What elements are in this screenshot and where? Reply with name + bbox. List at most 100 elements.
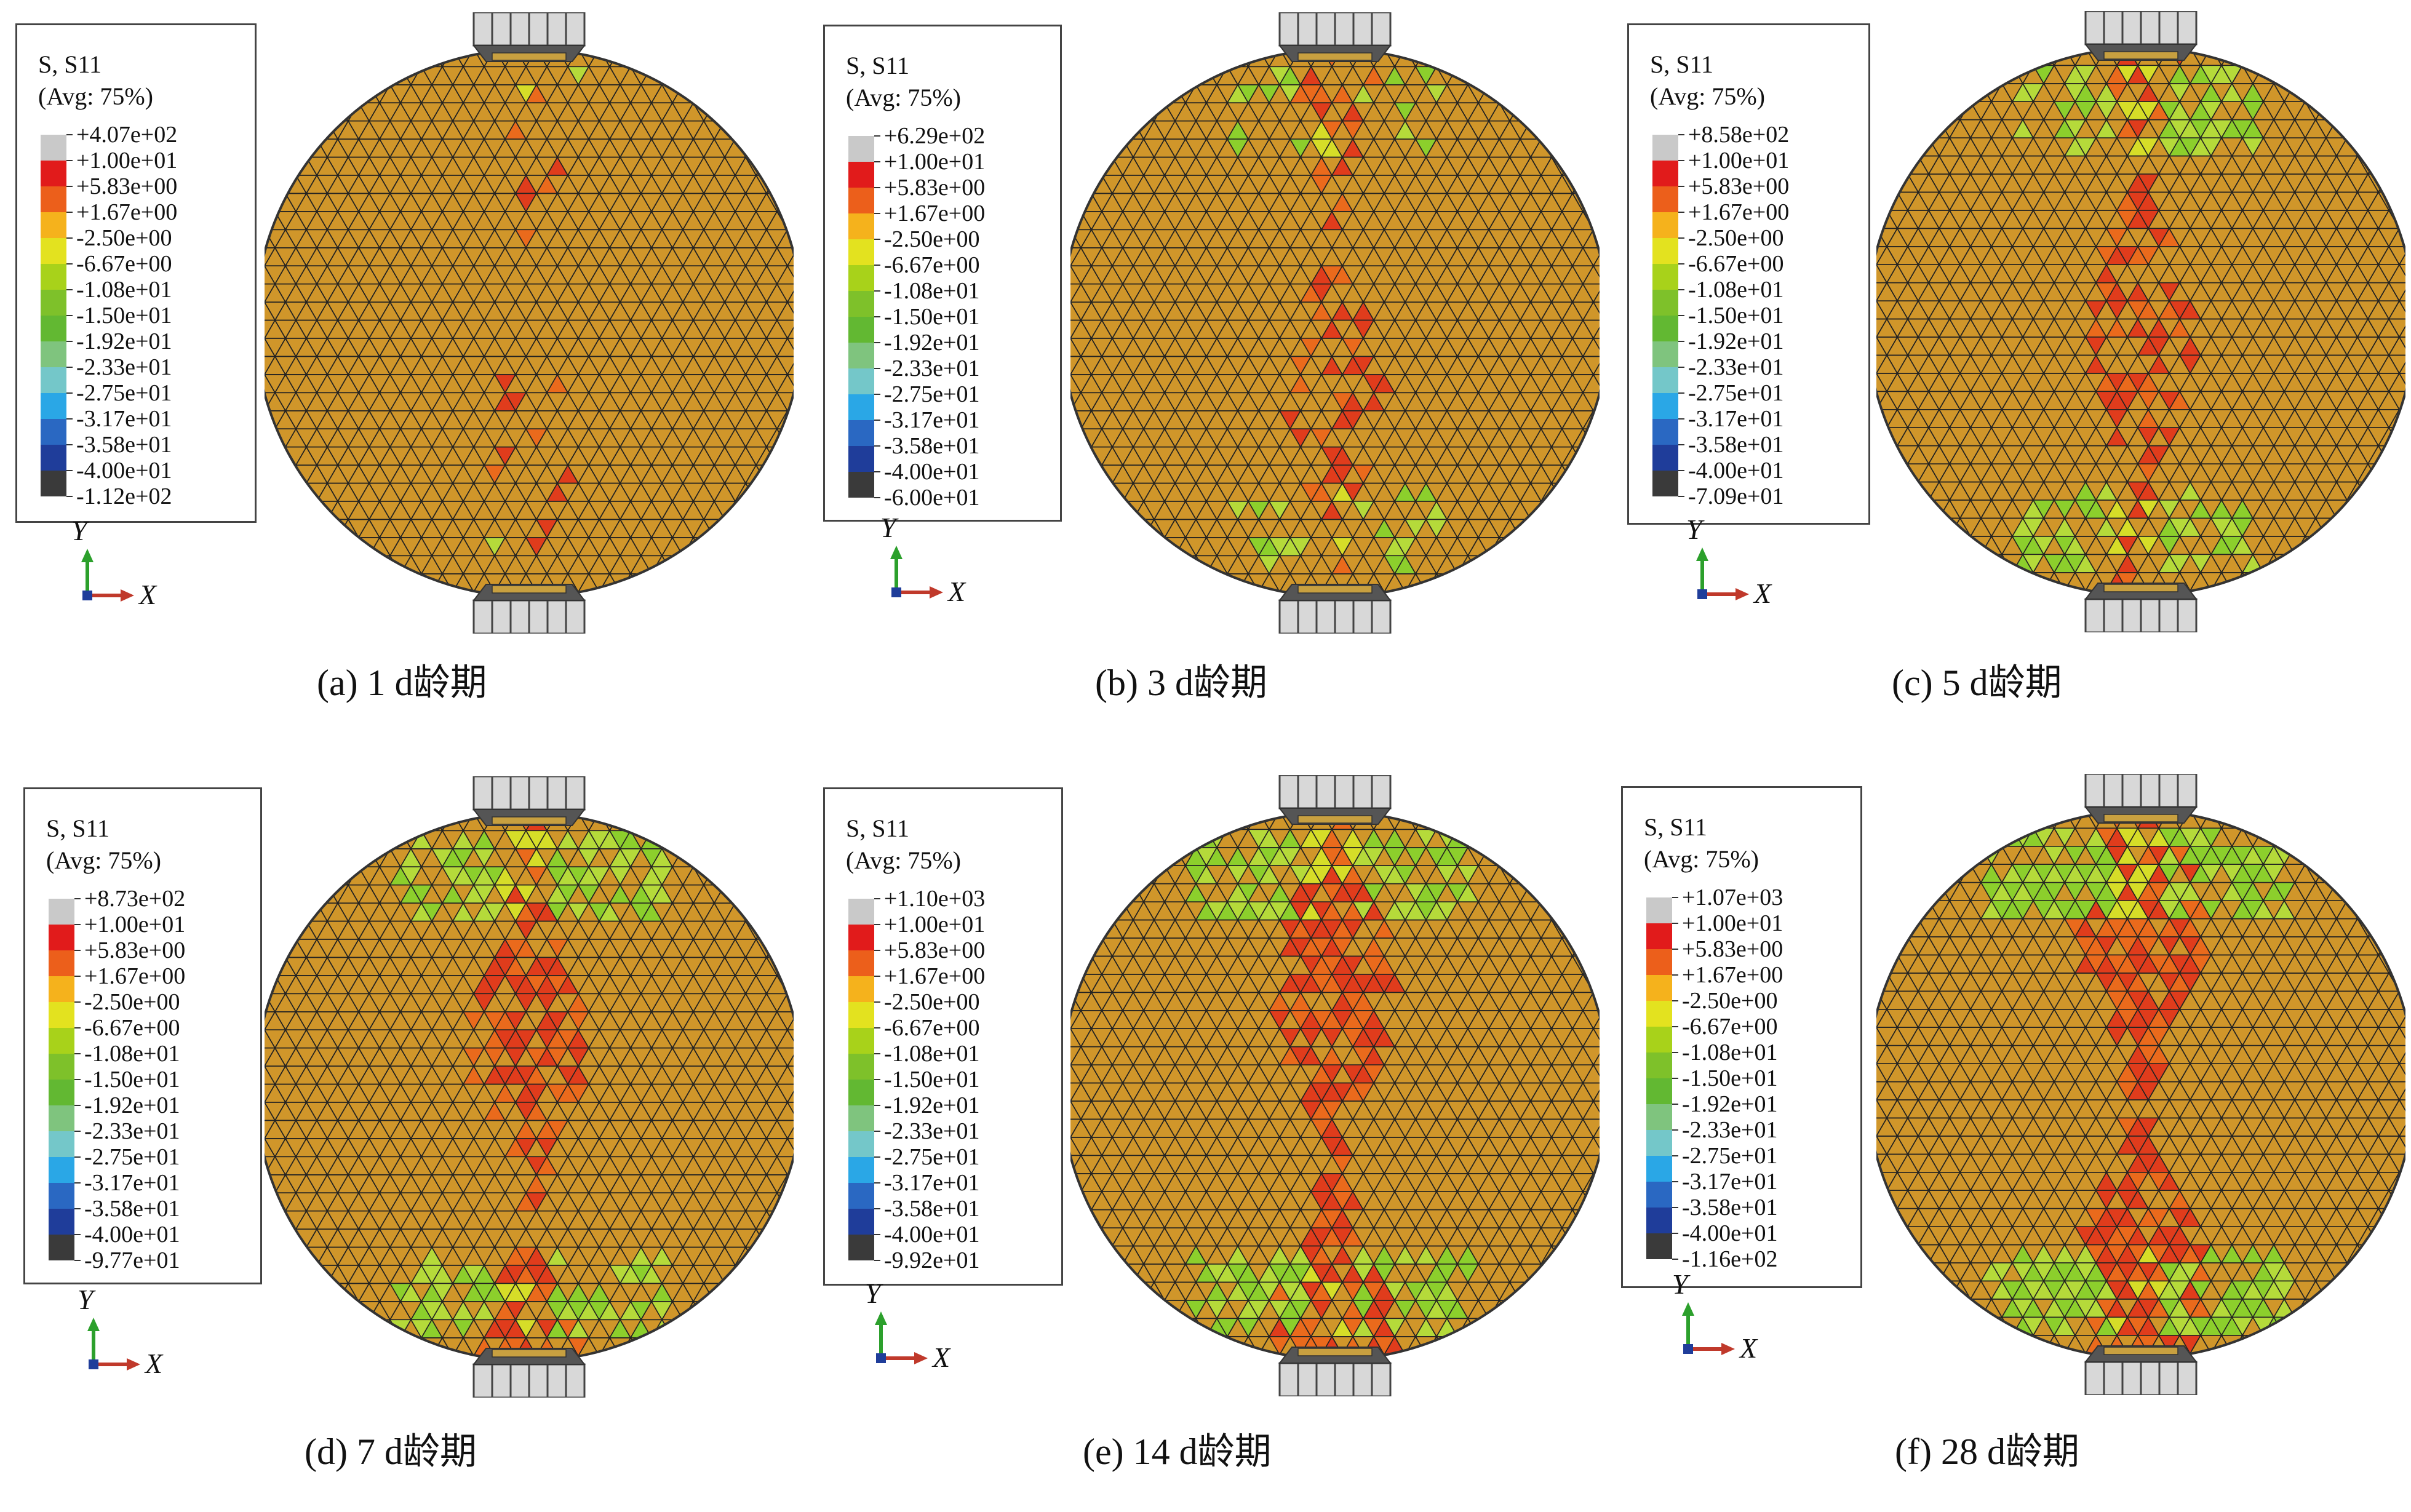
legend-value: -1.92e+01	[884, 1092, 979, 1119]
panel-a: S, S11(Avg: 75%)+4.07e+02+1.00e+01+5.83e…	[0, 0, 800, 749]
colorbar-tick	[66, 263, 73, 265]
disc-specimen	[1876, 774, 2405, 1395]
colorbar-swatch	[41, 186, 66, 212]
colorbar-tick	[874, 239, 880, 240]
top-loading-clamp	[474, 776, 584, 826]
colorbar-swatch	[848, 317, 874, 343]
colorbar-swatch	[1652, 186, 1678, 212]
legend-value: -1.92e+01	[1688, 328, 1783, 355]
colorbar-tick	[1678, 444, 1684, 445]
colorbar-swatch	[848, 420, 874, 446]
stress-legend: S, S11(Avg: 75%)+4.07e+02+1.00e+01+5.83e…	[15, 23, 257, 523]
colorbar-swatch	[848, 1235, 874, 1260]
colorbar-swatch	[41, 238, 66, 264]
colorbar-tick	[874, 1260, 880, 1261]
colorbar-tick	[874, 1234, 880, 1235]
legend-title: S, S11	[1644, 814, 1707, 841]
colorbar-tick	[874, 1027, 880, 1029]
colorbar-tick	[1672, 1026, 1678, 1027]
colorbar-tick	[1672, 1207, 1678, 1208]
panel-caption: (c) 5 d龄期	[1892, 661, 2062, 704]
colorbar-swatch	[848, 1157, 874, 1183]
colorbar-swatch	[41, 135, 66, 161]
colorbar-tick	[874, 471, 880, 472]
legend-value: -3.17e+01	[884, 1169, 979, 1196]
legend-value: +1.67e+00	[1682, 961, 1783, 989]
disc-specimen	[1070, 775, 1600, 1396]
legend-value: +1.07e+03	[1682, 884, 1783, 911]
colorbar-swatch	[848, 1105, 874, 1131]
panel-caption: (d) 7 d龄期	[305, 1430, 477, 1473]
colorbar-tick	[874, 265, 880, 266]
colorbar-swatch	[41, 445, 66, 471]
legend-averaging: (Avg: 75%)	[846, 84, 961, 111]
colorbar-swatch	[848, 394, 874, 420]
colorbar-tick	[874, 342, 880, 343]
colorbar-tick	[874, 898, 880, 899]
colorbar-tick	[874, 1131, 880, 1132]
colorbar-tick	[74, 950, 81, 951]
stress-legend: S, S11(Avg: 75%)+8.73e+02+1.00e+01+5.83e…	[23, 787, 262, 1284]
colorbar-swatch	[1646, 1052, 1672, 1078]
colorbar-tick	[1678, 341, 1684, 342]
legend-value: -4.00e+01	[1688, 457, 1783, 484]
axis-label-x: X	[145, 1350, 162, 1378]
panel-caption: (b) 3 d龄期	[1095, 661, 1267, 704]
colorbar-tick	[1672, 1052, 1678, 1053]
triad-arrows-icon	[867, 1298, 990, 1390]
colorbar-swatch	[49, 1157, 74, 1183]
legend-value: +1.67e+00	[884, 963, 985, 990]
axis-label-x: X	[933, 1343, 950, 1372]
legend-value: -4.00e+01	[884, 458, 979, 485]
colorbar-swatch	[41, 316, 66, 341]
bottom-loading-clamp	[474, 584, 584, 634]
colorbar-tick	[74, 976, 81, 977]
legend-value: -1.08e+01	[1682, 1039, 1777, 1066]
colorbar-tick	[874, 1182, 880, 1184]
colorbar-tick	[874, 445, 880, 447]
colorbar-swatch	[848, 368, 874, 394]
bottom-loading-clamp	[474, 1348, 584, 1398]
colorbar-swatch	[1646, 1078, 1672, 1104]
axis-label-x: X	[1740, 1334, 1757, 1363]
triad-arrows-icon	[883, 532, 1006, 624]
colorbar-tick	[1678, 392, 1684, 394]
disc-specimen	[1876, 11, 2405, 632]
axis-label-y: Y	[78, 1286, 94, 1314]
colorbar-swatch	[1646, 1104, 1672, 1130]
colorbar-swatch	[49, 925, 74, 950]
legend-value: +6.29e+02	[884, 122, 985, 149]
colorbar-tick	[66, 315, 73, 316]
top-loading-clamp	[2086, 774, 2196, 823]
legend-value: -2.75e+01	[1682, 1142, 1777, 1169]
colorbar-tick	[874, 1053, 880, 1054]
colorbar-swatch	[49, 976, 74, 1002]
legend-value: +1.00e+01	[1688, 147, 1789, 174]
legend-value: +1.10e+03	[884, 885, 985, 912]
bottom-loading-clamp	[2086, 583, 2196, 632]
colorbar-tick	[1672, 897, 1678, 898]
legend-value: +4.07e+02	[76, 121, 177, 148]
colorbar-tick	[74, 1027, 81, 1029]
colorbar-tick	[66, 392, 73, 394]
colorbar-swatch	[41, 264, 66, 290]
colorbar-swatch	[1646, 1027, 1672, 1052]
colorbar-swatch	[49, 1209, 74, 1235]
legend-value: -9.77e+01	[84, 1247, 180, 1274]
disc-specimen	[265, 12, 794, 634]
legend-value: +1.00e+01	[76, 147, 177, 174]
legend-value: +1.00e+01	[84, 911, 185, 938]
colorbar-swatch	[41, 367, 66, 393]
colorbar-swatch	[848, 239, 874, 265]
stress-legend: S, S11(Avg: 75%)+6.29e+02+1.00e+01+5.83e…	[823, 25, 1062, 522]
colorbar-swatch	[848, 976, 874, 1002]
legend-value: -1.50e+01	[1688, 302, 1783, 329]
colorbar-tick	[74, 1105, 81, 1106]
colorbar-swatch	[1652, 367, 1678, 393]
axis-label-y: Y	[865, 1279, 881, 1308]
colorbar-tick	[874, 161, 880, 162]
legend-value: -3.58e+01	[884, 432, 979, 460]
legend-value: -3.17e+01	[884, 407, 979, 434]
legend-value: -1.92e+01	[76, 328, 172, 355]
